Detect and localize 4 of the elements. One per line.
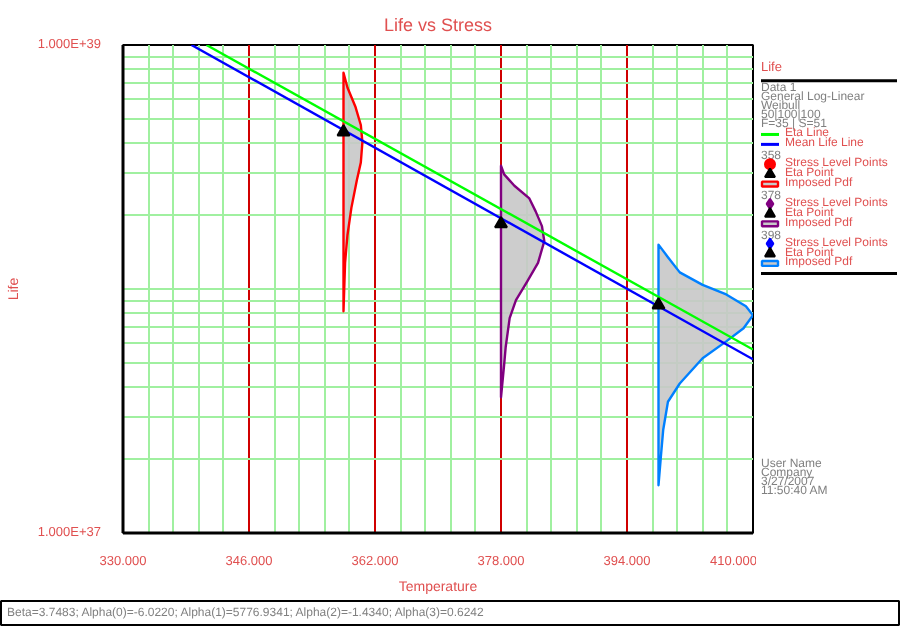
point [494, 215, 508, 229]
chart-title: Life vs Stress [383, 15, 494, 35]
point [336, 124, 351, 137]
point [651, 297, 666, 310]
